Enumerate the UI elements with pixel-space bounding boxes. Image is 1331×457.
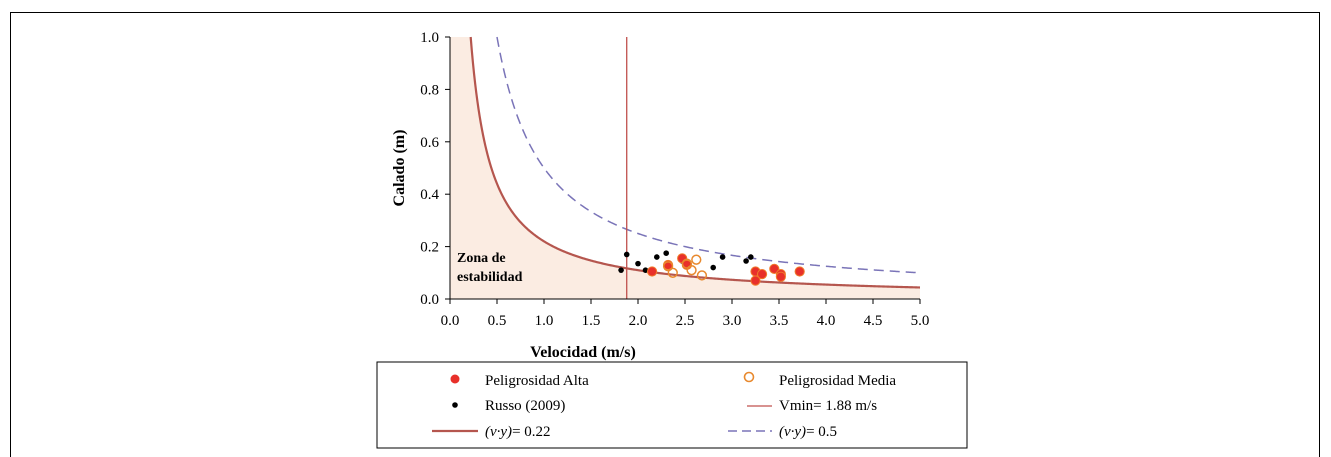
russo-point <box>654 254 660 260</box>
russo-point <box>642 267 649 273</box>
russo-point <box>743 258 749 264</box>
legend-vmin-label: Vmin= 1.88 m/s <box>779 398 877 414</box>
figure-frame <box>10 12 1320 457</box>
y-tick-label: 1.0 <box>420 30 439 46</box>
zone-label-line1: Zona de <box>457 251 506 266</box>
curve-vy-022 <box>469 36 921 289</box>
zone-label-line2: estabilidad <box>457 270 523 285</box>
legend-alta-marker <box>450 374 460 384</box>
x-tick-label: 1.0 <box>535 313 554 329</box>
legend-media-label: Peligrosidad Media <box>779 373 896 389</box>
x-tick-label: 0.0 <box>441 313 460 329</box>
y-tick-label: 0.0 <box>420 292 439 308</box>
curve-vy-05 <box>496 36 921 274</box>
y-tick-label: 0.4 <box>420 187 439 203</box>
legend-curve022-vy: (v·y) <box>485 424 512 440</box>
media-point <box>662 261 674 272</box>
media-point <box>681 258 693 269</box>
legend-curve022-value: = 0.22 <box>512 424 550 440</box>
y-tick-label: 0.2 <box>420 240 439 256</box>
russo-point <box>719 254 726 260</box>
media-point <box>686 265 697 276</box>
legend-curve05-value: = 0.5 <box>806 424 837 440</box>
x-axis-title: Velocidad (m/s) <box>530 344 636 361</box>
y-axis-title: Calado (m) <box>391 130 408 207</box>
alta-point <box>756 269 768 280</box>
alta-point <box>769 263 780 274</box>
legend-curve05-label: (v·y)= 0.5 <box>779 424 837 440</box>
alta-point <box>794 266 805 277</box>
russo-point <box>635 260 641 267</box>
y-tick-label: 0.8 <box>420 82 439 98</box>
x-tick-label: 2.5 <box>676 313 695 329</box>
alta-point <box>750 275 761 286</box>
media-point <box>667 267 678 278</box>
x-tick-label: 0.5 <box>488 313 507 329</box>
alta-point <box>647 266 658 277</box>
legend-box <box>376 361 968 449</box>
x-tick-label: 1.5 <box>582 313 601 329</box>
russo-point <box>748 254 754 260</box>
media-point <box>691 254 702 265</box>
legend-media-marker <box>743 371 755 383</box>
russo-point <box>663 250 669 256</box>
x-tick-label: 5.0 <box>911 313 930 329</box>
y-tick-label: 0.6 <box>420 135 439 151</box>
legend-curve022-label: (v·y)= 0.22 <box>485 424 551 440</box>
x-tick-label: 4.5 <box>864 313 883 329</box>
russo-point <box>623 251 630 258</box>
legend-russo-marker <box>452 402 458 408</box>
russo-point <box>710 264 716 271</box>
x-tick-label: 4.0 <box>817 313 836 329</box>
alta-point <box>775 271 786 282</box>
russo-point <box>618 267 624 273</box>
stability-zone <box>450 37 920 299</box>
legend-alta-label: Peligrosidad Alta <box>485 373 589 389</box>
media-point <box>696 270 708 281</box>
legend: Peligrosidad Alta Peligrosidad Media Rus… <box>376 361 968 449</box>
legend-curve05-vy: (v·y) <box>779 424 806 440</box>
x-tick-label: 3.5 <box>770 313 789 329</box>
legend-russo-label: Russo (2009) <box>485 398 565 414</box>
x-tick-label: 2.0 <box>629 313 648 329</box>
x-tick-label: 3.0 <box>723 313 742 329</box>
